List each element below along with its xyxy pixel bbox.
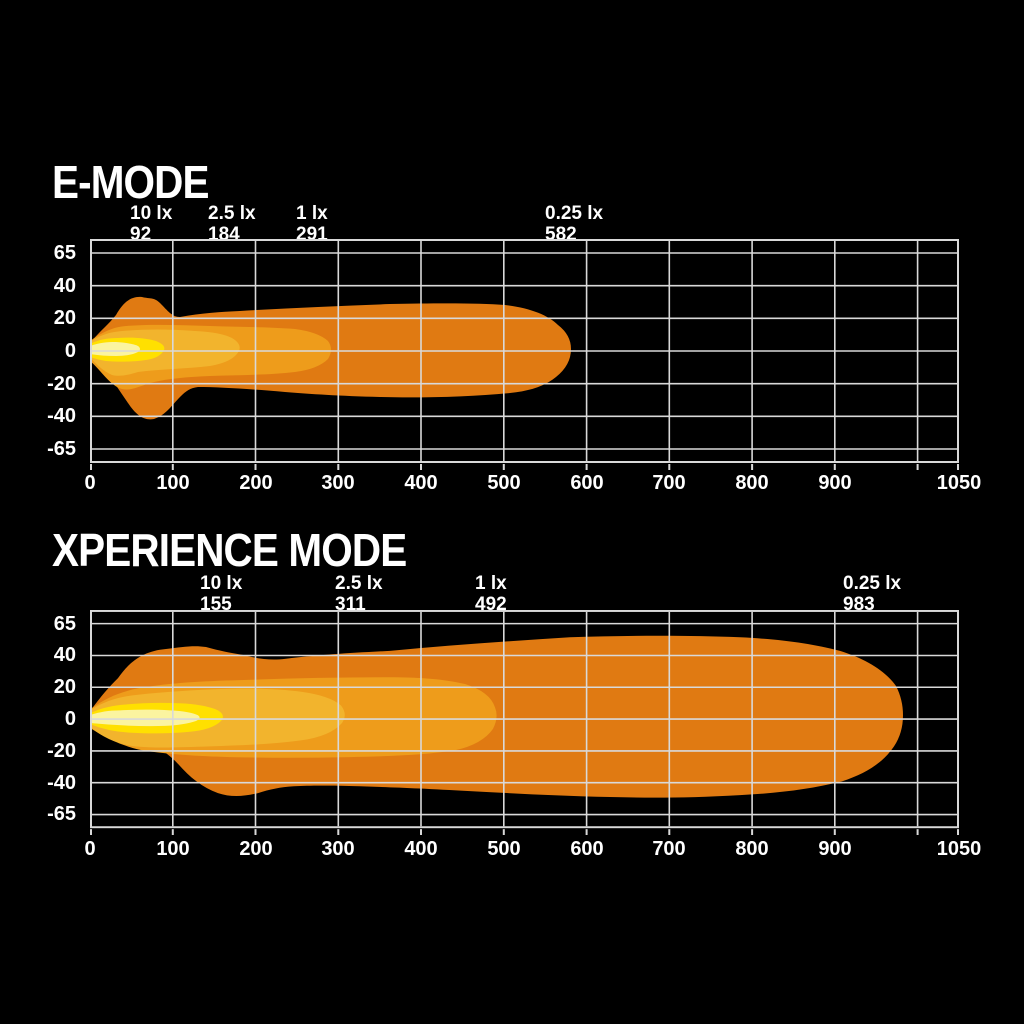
x-axis-label: 800	[735, 838, 769, 860]
lux-distance: 983	[843, 594, 875, 615]
x-axis-label: 0	[84, 838, 96, 860]
x-axis-label: 700	[652, 838, 686, 860]
lux-level: 0.25 lx	[843, 573, 902, 594]
x-axis-label: 0	[84, 472, 96, 494]
x-axis-label: 100	[156, 472, 190, 494]
lux-level: 1 lx	[475, 573, 507, 594]
beam-hotspot	[91, 709, 200, 727]
lux-distance: 492	[475, 594, 507, 615]
y-axis-label: 20	[53, 307, 76, 329]
lux-distance: 155	[200, 594, 232, 615]
y-axis-label: -40	[47, 772, 76, 794]
x-axis-label: 600	[570, 838, 604, 860]
y-axis-label: 0	[64, 708, 76, 730]
axis-ticks	[90, 464, 959, 470]
y-axis-label: 40	[53, 644, 76, 666]
plot-border	[90, 239, 959, 463]
x-axis-label: 700	[652, 472, 686, 494]
y-axis-label: -65	[47, 803, 76, 825]
lux-level: 2.5 lx	[208, 203, 256, 224]
beam-hotspot	[91, 342, 140, 356]
y-axis-label: 65	[53, 613, 76, 635]
x-axis-label: 200	[239, 838, 273, 860]
x-axis-label: 400	[404, 838, 438, 860]
isolux-annotation: 10 lx 155	[200, 573, 242, 615]
axis-ticks	[90, 829, 959, 835]
x-axis-label: 900	[818, 472, 852, 494]
lux-level: 10 lx	[200, 573, 243, 594]
x-axis-label: 200	[239, 472, 273, 494]
x-axis-label: 600	[570, 472, 604, 494]
y-axis-label: 65	[53, 242, 76, 264]
grid	[92, 241, 957, 461]
chart-title-e-mode: E-MODE	[52, 156, 210, 208]
y-axis-label: 40	[53, 275, 76, 297]
x-axis-label: 300	[321, 838, 355, 860]
x-axis-label: 1050	[936, 838, 982, 860]
x-axis-label: 500	[487, 472, 521, 494]
x-axis-label: 400	[404, 472, 438, 494]
y-axis-label: 20	[53, 676, 76, 698]
isolux-annotation: 2.5 lx 311	[335, 573, 383, 615]
x-axis-label: 500	[487, 838, 521, 860]
lux-level: 0.25 lx	[545, 203, 604, 224]
lux-distance: 311	[335, 594, 366, 615]
isolux-annotation: 0.25 lx 983	[843, 573, 901, 615]
y-axis-label: -20	[47, 740, 76, 762]
isolux-annotation: 1 lx 492	[475, 573, 507, 615]
plot-border	[90, 610, 959, 829]
y-axis-label: 0	[64, 340, 76, 362]
x-axis-label: 800	[735, 472, 769, 494]
x-axis-label: 1050	[936, 472, 982, 494]
y-axis-label: -20	[47, 373, 76, 395]
y-axis-label: -65	[47, 438, 76, 460]
beam-plot-e-mode	[90, 239, 959, 470]
lux-level: 2.5 lx	[335, 573, 383, 594]
beam-plot-xperience-mode	[90, 610, 959, 835]
chart-title-xperience-mode: XPERIENCE MODE	[52, 524, 407, 576]
x-axis-label: 900	[818, 838, 852, 860]
beam-layers	[91, 635, 903, 798]
x-axis-label: 300	[321, 472, 355, 494]
y-axis-label: -40	[47, 405, 76, 427]
lux-level: 10 lx	[130, 203, 173, 224]
beam-layers	[91, 296, 571, 420]
lux-level: 1 lx	[296, 203, 328, 224]
grid	[92, 611, 957, 827]
x-axis-label: 100	[156, 838, 190, 860]
